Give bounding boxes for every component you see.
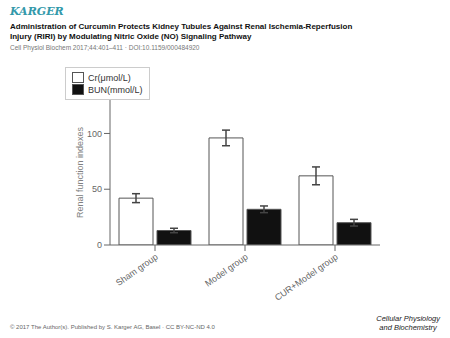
html-text:© 2017 The Author(s). Publishe: © 2017 The Author(s). Published by S. Ka… [10,324,215,330]
svg-text:Model group: Model group [203,252,250,289]
html-text:Cr(μmol/L): Cr(μmol/L) [88,72,131,83]
html-text:Administration of Curcumin Pro: Administration of Curcumin Protects Kidn… [10,22,353,31]
svg-text:CUR+Model group: CUR+Model group [273,252,340,300]
html-text:Injury (RIRI) by Modulating Ni: Injury (RIRI) by Modulating Nitric Oxide… [10,32,252,41]
html-text:and Biochemistry: and Biochemistry [379,323,437,332]
svg-text:50: 50 [92,184,102,194]
html-text:BUN(mmol/L): BUN(mmol/L) [88,84,143,95]
svg-text:0: 0 [97,240,102,250]
svg-text:Renal function indexes: Renal function indexes [75,126,85,218]
html-text:KARGER: KARGER [10,5,64,18]
html-text:Cellular Physiology: Cellular Physiology [376,314,440,323]
html-text:Cell Physiol Biochem 2017;44:4: Cell Physiol Biochem 2017;44:401–411 · D… [10,44,200,51]
svg-text:Sham group: Sham group [114,252,160,288]
svg-text:100: 100 [87,129,102,139]
